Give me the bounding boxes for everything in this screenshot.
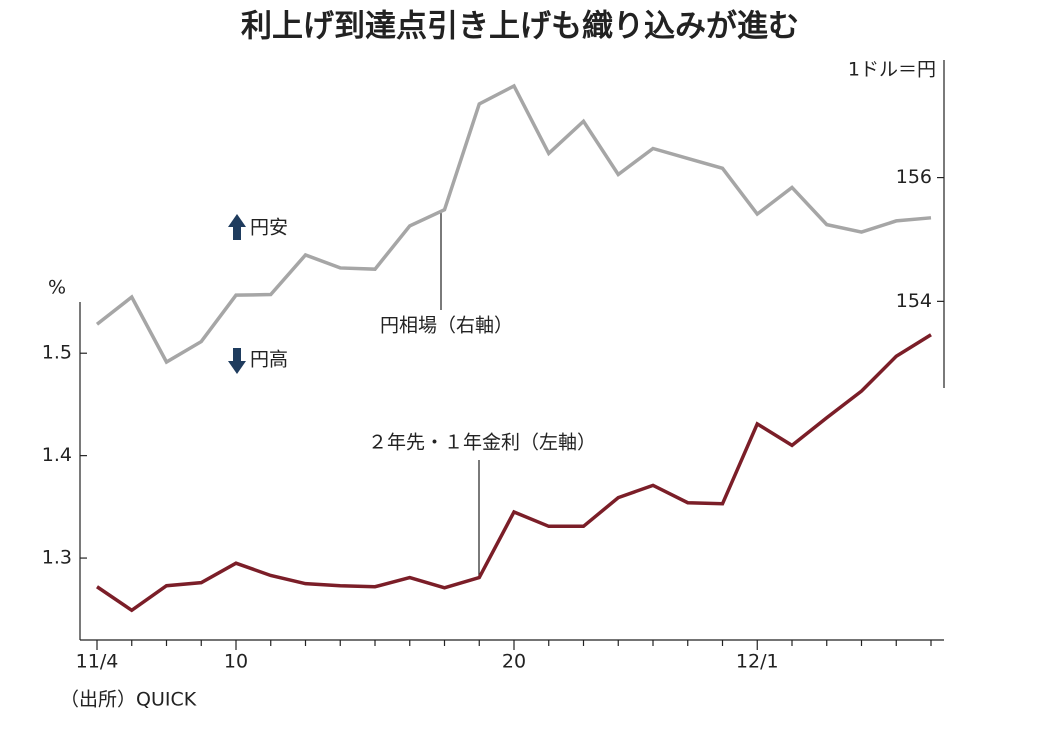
chart-title: 利上げ到達点引き上げも織り込みが進む: [241, 9, 799, 45]
source: （出所）QUICK: [60, 689, 197, 711]
x-tick-label: 20: [502, 651, 526, 673]
y-axis-label: %: [48, 277, 66, 299]
x-tick-label: 10: [224, 651, 248, 673]
y2-tick-label: 156: [896, 166, 932, 188]
y2-axis-label: 1ドル＝円: [848, 59, 936, 81]
annotation: 円高: [250, 349, 288, 371]
y-tick-label: 1.4: [42, 444, 72, 466]
y2-tick-label: 154: [896, 290, 932, 312]
series-line: [95, 83, 932, 365]
y-tick-label: 1.3: [42, 547, 72, 569]
annotation: 円安: [250, 217, 288, 239]
x-tick-label: 12/1: [736, 651, 779, 673]
series-label: ２年先・１年金利（左軸）: [368, 432, 596, 454]
x-tick-label: 11/4: [76, 651, 119, 673]
up-arrow: [228, 214, 246, 240]
series-line: [96, 333, 932, 613]
down-arrow: [228, 348, 246, 374]
series-label: 円相場（右軸）: [380, 315, 513, 337]
y-tick-label: 1.5: [42, 342, 72, 364]
